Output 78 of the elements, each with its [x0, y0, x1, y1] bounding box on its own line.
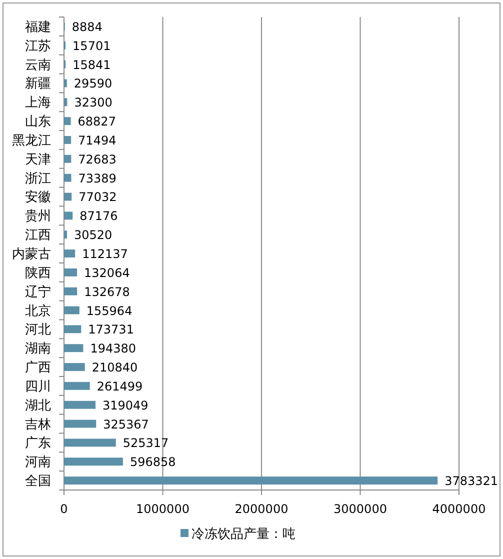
- data-label: 173731: [88, 322, 134, 337]
- data-label: 72683: [78, 152, 116, 166]
- data-label: 210840: [92, 360, 138, 375]
- y-tick-label: 江西: [25, 228, 51, 244]
- y-tick-label: 湖北: [25, 398, 51, 414]
- data-label: 596858: [130, 455, 176, 470]
- data-label: 194380: [90, 342, 136, 356]
- x-tick-label: 0: [60, 502, 68, 516]
- y-tick-label: 贵州: [25, 209, 51, 224]
- data-label: 15701: [72, 38, 111, 53]
- x-tick-label: 1000000: [136, 502, 190, 516]
- data-label: 68827: [78, 114, 116, 129]
- data-label: 155964: [86, 304, 132, 318]
- data-label: 3783321: [444, 474, 498, 488]
- y-tick-label: 湖南: [25, 342, 51, 357]
- bar: [64, 382, 90, 390]
- bar: [64, 117, 71, 126]
- bar: [64, 212, 73, 220]
- bar: [64, 287, 78, 296]
- bar: [64, 458, 123, 466]
- data-label: 132678: [84, 284, 130, 299]
- bar: [64, 98, 68, 106]
- y-tick-label: 安徽: [25, 189, 51, 206]
- bar: [64, 400, 96, 409]
- bar: [64, 192, 72, 201]
- y-tick-label: 广东: [25, 436, 51, 452]
- y-tick-label: 内蒙古: [12, 247, 51, 262]
- bar: [64, 268, 78, 276]
- y-tick-label: 浙江: [25, 171, 51, 186]
- y-tick-label: 辽宁: [25, 284, 51, 300]
- y-tick-label: 全国: [25, 474, 51, 490]
- y-tick-label: 福建: [25, 20, 51, 35]
- bar: [64, 230, 68, 239]
- y-tick-label: 吉林: [25, 417, 51, 432]
- x-tick-label: 2000000: [234, 502, 288, 516]
- bar: [64, 325, 82, 334]
- data-label: 29590: [74, 76, 112, 91]
- y-tick-label: 黑龙江: [12, 133, 51, 148]
- bar: [64, 438, 116, 447]
- y-tick-label: 江苏: [25, 38, 51, 54]
- data-label: 32300: [74, 96, 112, 110]
- y-tick-label: 陕西: [25, 266, 51, 281]
- bar: [64, 476, 438, 485]
- y-tick-label: 河北: [25, 322, 51, 338]
- y-tick-label: 上海: [25, 96, 51, 111]
- legend-label: 冷冻饮品产量：吨: [192, 527, 296, 542]
- bar: [64, 154, 72, 163]
- bar: [64, 420, 96, 428]
- y-tick-label: 天津: [25, 152, 51, 168]
- data-label: 112137: [82, 247, 128, 261]
- bar: [64, 250, 76, 258]
- bar: [64, 136, 72, 144]
- y-tick-label: 河南: [25, 455, 51, 470]
- bar: [64, 174, 72, 182]
- data-label: 261499: [96, 379, 143, 394]
- y-tick-label: 新疆: [25, 76, 51, 92]
- data-label: 71494: [78, 133, 116, 148]
- bar: [64, 306, 80, 314]
- data-label: 30520: [74, 228, 112, 242]
- y-tick-label: 广西: [25, 360, 51, 376]
- data-label: 525317: [122, 436, 169, 450]
- data-label: 132064: [84, 266, 130, 280]
- bar: [64, 344, 84, 352]
- data-label: 319049: [102, 398, 148, 412]
- data-label: 8884: [72, 20, 102, 34]
- data-label: 15841: [72, 58, 111, 72]
- y-tick-label: 云南: [25, 58, 51, 73]
- data-label: 77032: [78, 190, 117, 204]
- y-tick-label: 山东: [25, 114, 51, 130]
- y-tick-label: 四川: [25, 379, 51, 394]
- data-label: 87176: [80, 209, 118, 224]
- data-label: 325367: [103, 417, 149, 432]
- y-tick-label: 北京: [25, 304, 51, 319]
- x-tick-label: 4000000: [432, 502, 486, 516]
- bar: [64, 79, 67, 88]
- data-label: 73389: [78, 171, 116, 186]
- bar: [64, 363, 85, 371]
- x-tick-label: 3000000: [334, 502, 387, 516]
